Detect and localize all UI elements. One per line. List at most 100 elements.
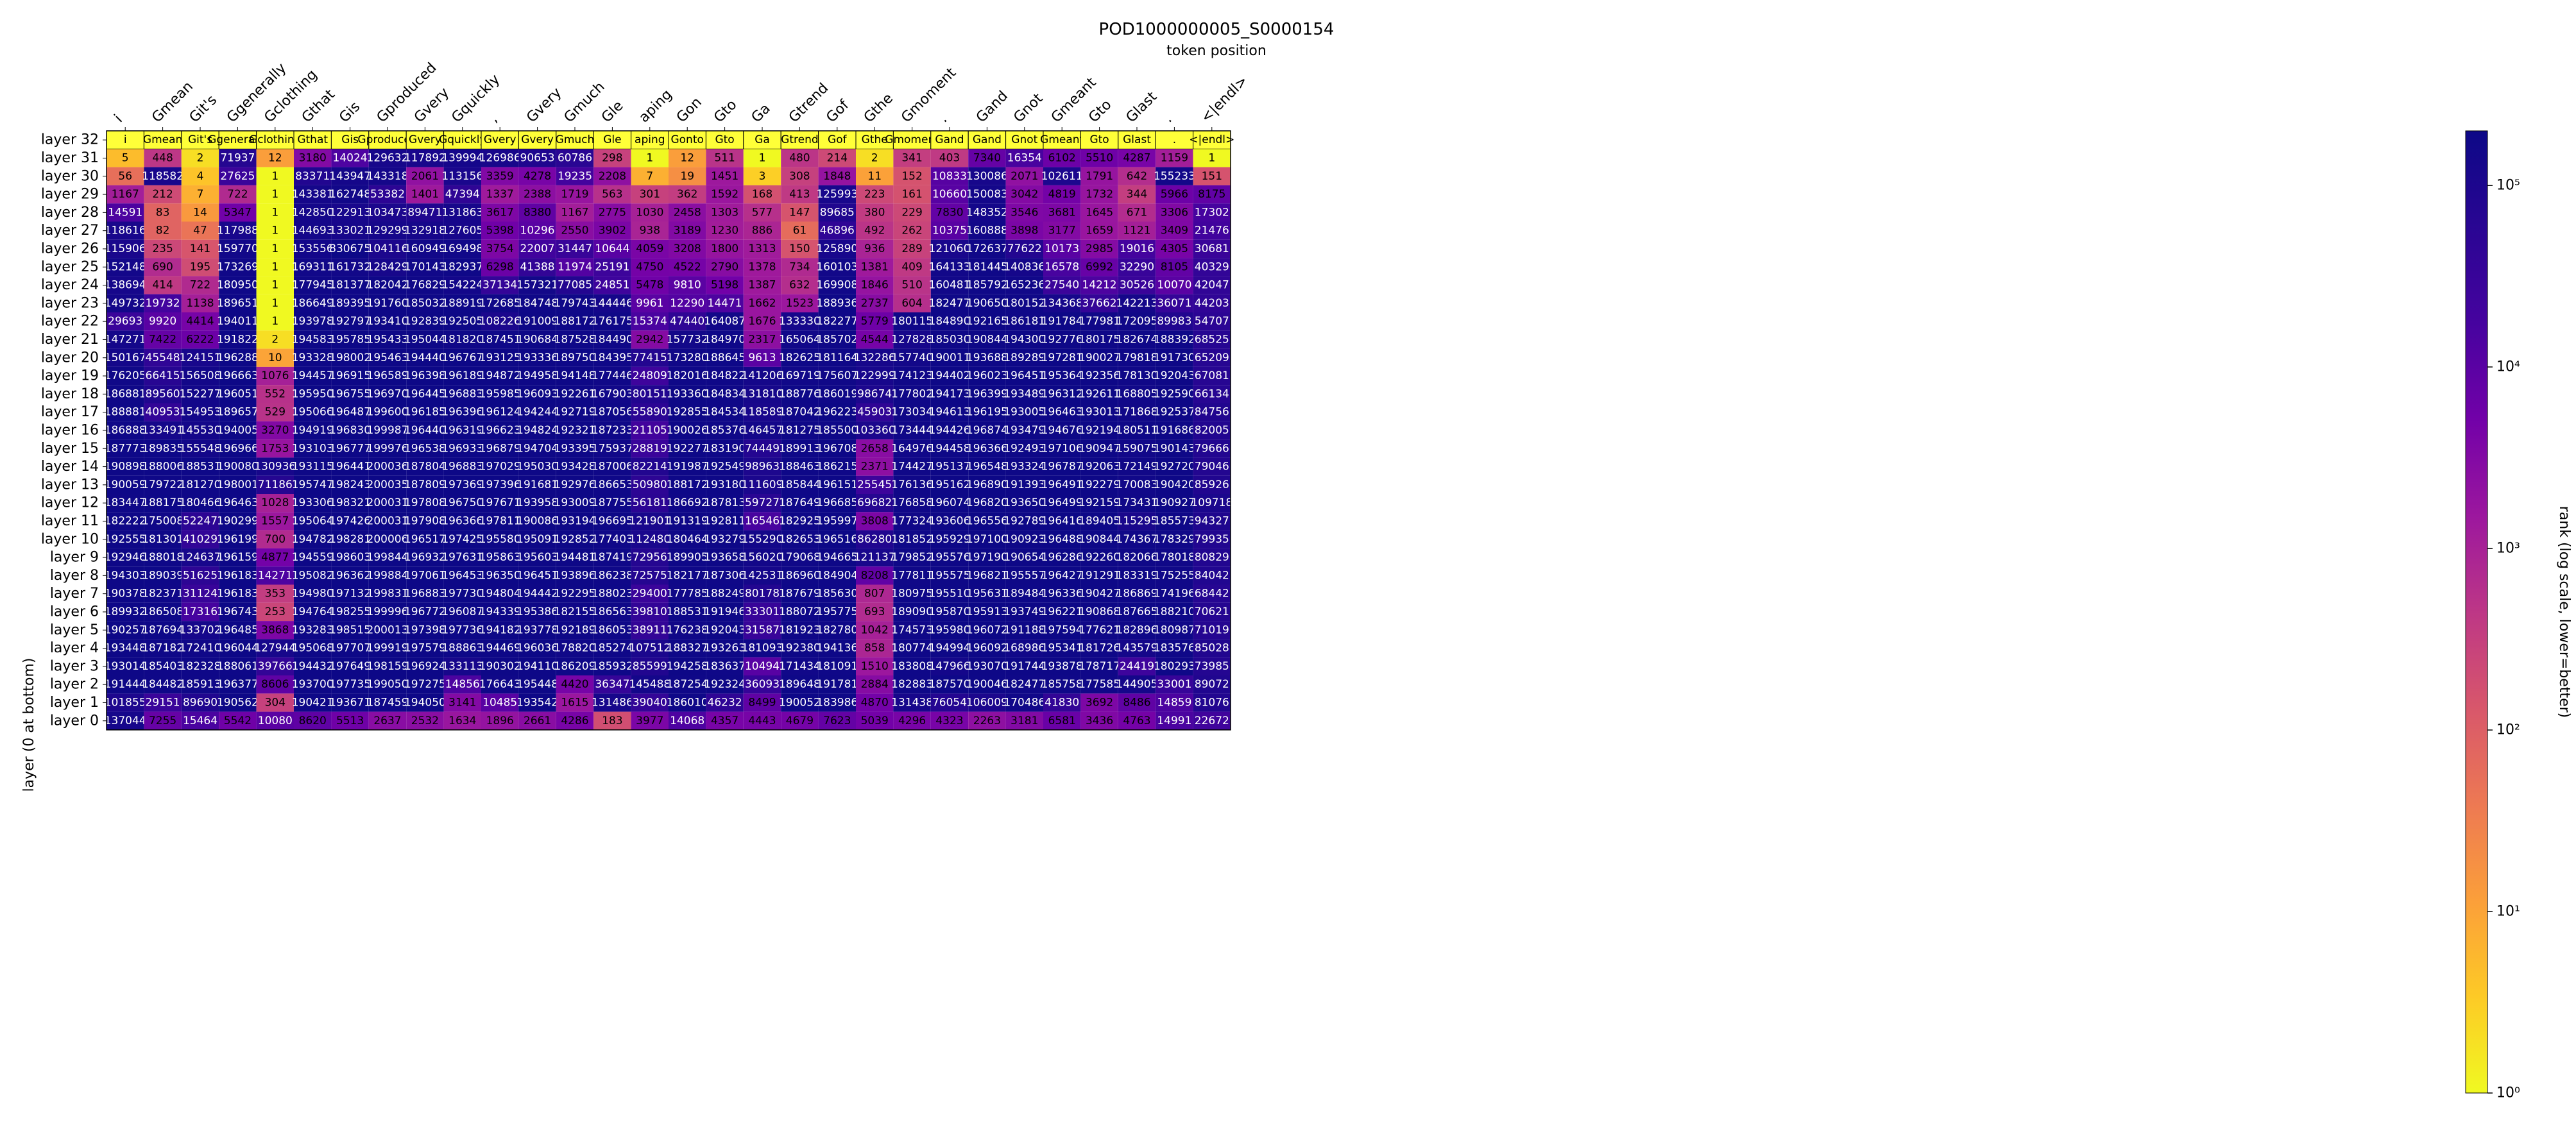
cell-value-label: 196312 xyxy=(1041,387,1083,400)
cell-value-label: 107512 xyxy=(629,642,670,655)
cell-value-label: 3189 xyxy=(674,225,701,237)
cell-value-label: 179818 xyxy=(1116,352,1158,364)
cell-value-label: 181091 xyxy=(816,660,858,673)
heatmap-cell xyxy=(781,203,819,222)
cell-value-label: 198281 xyxy=(329,533,371,546)
cell-value-label: 193306 xyxy=(292,496,334,509)
heatmap-cell xyxy=(181,185,219,204)
heatmap-cell xyxy=(294,276,332,294)
cell-value-label: 4443 xyxy=(748,715,776,727)
cell-value-label: 190898 xyxy=(105,461,146,473)
cell-value-label: 101855 xyxy=(105,697,146,709)
cell-value-label: 190378 xyxy=(105,588,146,600)
y-tick-label: layer 20 xyxy=(41,350,99,366)
cell-value-label: 196772 xyxy=(404,606,446,618)
cell-value-label: 190086 xyxy=(516,515,558,528)
cell-value-label: 174573 xyxy=(891,623,933,636)
cell-value-label: 197649 xyxy=(329,660,371,673)
heatmap-cell xyxy=(107,167,144,185)
cell-value-label: 2790 xyxy=(711,260,738,273)
cell-value-label: 1 xyxy=(271,297,278,310)
heatmap-cell xyxy=(631,239,669,258)
heatmap-cell xyxy=(443,276,481,294)
cell-value-label: 38911 xyxy=(633,623,667,636)
cell-value-label: 196708 xyxy=(816,442,858,455)
cell-value-label: 193606 xyxy=(929,515,971,528)
cell-value-label: 2458 xyxy=(674,206,701,219)
cell-value-label: 196362 xyxy=(329,569,371,582)
cell-value-label: 196023 xyxy=(966,369,1008,382)
cell-value-label: 195137 xyxy=(929,461,971,473)
heatmap-cell xyxy=(706,167,744,185)
cell-value-label: 197106 xyxy=(1041,442,1083,455)
cell-value-label: 195 xyxy=(190,260,210,273)
cell-value-label: 194173 xyxy=(929,387,971,400)
cell-value-label: 1138 xyxy=(186,297,214,310)
cell-value-label: 189905 xyxy=(667,551,708,564)
heatmap-cell xyxy=(1080,258,1118,276)
heatmap-cell xyxy=(1193,203,1231,222)
cell-value-label: 79935 xyxy=(1195,533,1229,546)
heatmap-cell xyxy=(1043,221,1081,240)
cell-value-label: 192852 xyxy=(554,533,596,546)
cell-value-label: 65209 xyxy=(1195,352,1229,364)
heatmap-cell xyxy=(593,149,631,167)
cell-value-label: 121060 xyxy=(929,242,971,255)
cell-value-label: 181377 xyxy=(329,279,371,292)
cell-value-label: 199884 xyxy=(367,569,409,582)
cell-value-label: 194469 xyxy=(479,642,521,655)
cell-value-label: 191188 xyxy=(1003,623,1045,636)
cell-value-label: 189484 xyxy=(1003,588,1045,600)
cell-value-label: 185500 xyxy=(816,424,858,437)
cell-value-label: 191009 xyxy=(516,315,558,328)
heatmap-cell xyxy=(107,276,144,294)
x-tick-label: Gof xyxy=(823,97,853,126)
cell-value-label: 196350 xyxy=(479,569,521,582)
cell-value-label: 196124 xyxy=(479,406,521,419)
cell-value-label: 1313 xyxy=(748,242,776,255)
cell-value-label: 722 xyxy=(227,188,248,201)
cell-value-label: 187649 xyxy=(779,496,821,509)
cell-value-label: 106009 xyxy=(966,697,1008,709)
cell-value-label: 187570 xyxy=(929,678,971,691)
cell-value-label: 176175 xyxy=(592,315,633,328)
heatmap-cell xyxy=(1005,221,1043,240)
heatmap-cell xyxy=(443,167,481,185)
cell-value-label: 196924 xyxy=(404,660,446,673)
heatmap-cell xyxy=(1118,258,1156,276)
heatmap-cell xyxy=(593,294,631,312)
cell-value-label: 3141 xyxy=(448,697,476,709)
colorbar-label: rank (log scale, lower=better) xyxy=(2556,506,2572,718)
cell-value-label: 552 xyxy=(265,387,286,400)
cell-value-label: 190927 xyxy=(1154,496,1195,509)
cell-value-label: 193489 xyxy=(1003,387,1045,400)
cell-value-label: 194300 xyxy=(1003,333,1045,346)
heatmap-cell xyxy=(968,276,1006,294)
cell-value-label: 4420 xyxy=(561,678,588,691)
cell-value-label: 24851 xyxy=(595,279,629,292)
cell-value-label: 39040 xyxy=(633,697,667,709)
heatmap-cell xyxy=(669,185,706,204)
cell-value-label: 193978 xyxy=(292,315,334,328)
cell-value-label: 182883 xyxy=(891,678,933,691)
cell-value-label: 189648 xyxy=(779,678,821,691)
cell-value-label: 186053 xyxy=(592,623,633,636)
cell-value-label: 133491 xyxy=(142,424,183,437)
cell-value-label: 189657 xyxy=(217,406,259,419)
cell-value-label: 301 xyxy=(640,188,660,201)
cell-value-label: 3808 xyxy=(861,515,889,528)
cell-value-label: 31447 xyxy=(558,242,592,255)
cell-value-label: 192555 xyxy=(105,533,146,546)
cell-value-label: 1076 xyxy=(261,369,289,382)
cell-value-label: 190143 xyxy=(1154,442,1195,455)
heatmap-cell xyxy=(219,294,257,312)
cell-value-label: 1732 xyxy=(1086,188,1113,201)
heatmap-cell xyxy=(968,203,1006,222)
heatmap-cell xyxy=(1043,185,1081,204)
cell-value-label: 68525 xyxy=(1195,333,1229,346)
y-tick-label: layer 29 xyxy=(41,187,99,203)
cell-value-label: 1 xyxy=(271,206,278,219)
cell-value-label: 183986 xyxy=(816,697,858,709)
cell-value-label: 200013 xyxy=(367,623,409,636)
